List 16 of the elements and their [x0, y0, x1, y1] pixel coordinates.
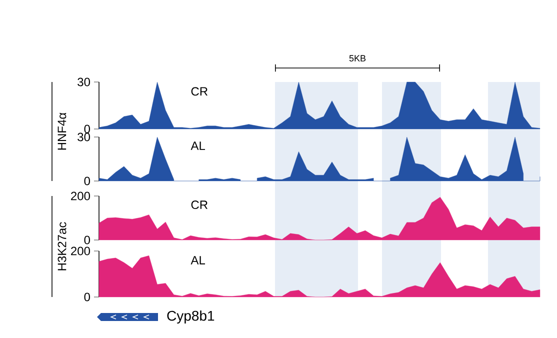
y-axis-title: HNF4α — [58, 112, 66, 150]
y-tick-label: 30 — [78, 132, 90, 142]
text: Cyp8b1 — [167, 310, 214, 324]
y-tick-label: 0 — [84, 124, 90, 134]
y-tick-label: 0 — [84, 236, 90, 244]
annotation: CR — [191, 200, 208, 210]
annotation: AL — [190, 256, 206, 264]
annotation: AL — [190, 142, 206, 150]
y-tick-label: 200 — [71, 192, 90, 200]
text: 5KB — [349, 55, 366, 62]
y-axis-title: H3K27ac — [58, 222, 66, 270]
annotation: CR — [191, 87, 208, 96]
y-tick-label: 0 — [84, 176, 90, 186]
y-tick-label: 0 — [84, 292, 90, 302]
y-tick-label: 30 — [78, 78, 90, 86]
y-tick-label: 200 — [71, 246, 90, 256]
